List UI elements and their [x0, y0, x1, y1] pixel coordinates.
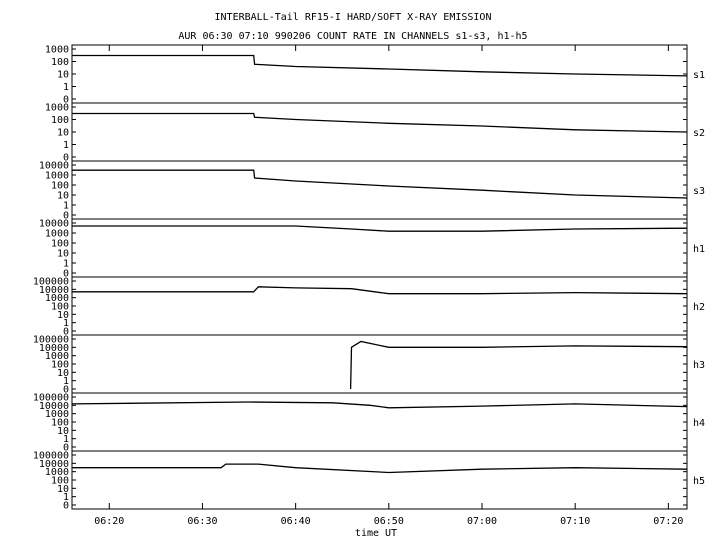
- x-tick-label: 06:40: [281, 516, 311, 527]
- channel-label-h4: h4: [693, 418, 705, 429]
- panel-frame-h2: [71, 276, 688, 336]
- panels-group: 10001001010s110001001010s210000100010010…: [33, 44, 705, 512]
- y-tick-label-h4: 100000: [33, 393, 69, 404]
- y-tick-label-s2: 100: [51, 115, 69, 126]
- y-tick-label-h4: 100: [51, 418, 69, 429]
- y-tick-label-h1: 10: [57, 249, 69, 260]
- y-tick-label-h5: 0: [63, 501, 69, 512]
- y-tick-label-s2: 1000: [45, 103, 69, 114]
- y-tick-label-h4: 1: [63, 434, 69, 445]
- y-tick-label-h2: 10: [57, 310, 69, 321]
- x-tick-label: 06:20: [94, 516, 124, 527]
- x-axis-label: time UT: [355, 528, 397, 539]
- x-tick-label: 06:50: [374, 516, 404, 527]
- y-tick-label-h1: 100: [51, 239, 69, 250]
- y-tick-label-h1: 1: [63, 259, 69, 270]
- series-line-s2: [72, 112, 688, 133]
- y-tick-label-s1: 100: [51, 57, 69, 68]
- channel-label-s3: s3: [693, 186, 705, 197]
- y-tick-label-h4: 10: [57, 426, 69, 437]
- y-tick-label-h2: 100000: [33, 277, 69, 288]
- channel-label-h5: h5: [693, 476, 705, 487]
- y-tick-label-h5: 10: [57, 484, 69, 495]
- y-tick-label-h4: 1000: [45, 409, 69, 420]
- y-tick-label-h5: 10000: [39, 459, 69, 470]
- series-line-s1: [72, 54, 688, 77]
- y-tick-label-h3: 0: [63, 385, 69, 396]
- y-tick-label-h1: 1000: [45, 229, 69, 240]
- y-tick-label-s3: 1000: [45, 171, 69, 182]
- y-tick-label-s3: 1: [63, 201, 69, 212]
- series-line-h3: [349, 340, 688, 390]
- y-tick-label-s2: 1: [63, 140, 69, 151]
- y-tick-label-s1: 1000: [45, 45, 69, 56]
- channel-label-s2: s2: [693, 128, 705, 139]
- y-tick-label-h4: 0: [63, 443, 69, 454]
- y-tick-label-h2: 100: [51, 302, 69, 313]
- x-tick-label: 07:20: [653, 516, 683, 527]
- y-tick-label-s3: 0: [63, 211, 69, 222]
- chart-subtitle: AUR 06:30 07:10 990206 COUNT RATE IN CHA…: [178, 31, 527, 42]
- y-tick-label-s2: 10: [57, 128, 69, 139]
- y-tick-label-h5: 1000: [45, 467, 69, 478]
- y-tick-label-s3: 100: [51, 181, 69, 192]
- y-tick-label-s3: 10: [57, 191, 69, 202]
- series-line-h2: [72, 286, 688, 295]
- y-tick-label-h3: 10000: [39, 343, 69, 354]
- y-tick-label-h3: 100: [51, 360, 69, 371]
- y-tick-label-s1: 1: [63, 82, 69, 93]
- series-line-h5: [72, 463, 688, 474]
- series-line-h4: [71, 401, 688, 409]
- y-tick-label-h2: 0: [63, 327, 69, 338]
- y-tick-label-h5: 100000: [33, 451, 69, 462]
- panel-frame-h4: [71, 392, 688, 452]
- y-tick-label-h3: 100000: [33, 335, 69, 346]
- time-axis: 06:20 06:30 06:40 06:50 07:00 07:10 07:20: [94, 45, 683, 527]
- y-tick-label-h3: 1: [63, 376, 69, 387]
- y-tick-label-h1: 0: [63, 269, 69, 280]
- channel-label-h2: h2: [693, 302, 705, 313]
- y-tick-label-s1: 10: [57, 70, 69, 81]
- y-tick-label-s1: 0: [63, 95, 69, 106]
- x-tick-label: 07:00: [467, 516, 497, 527]
- channel-label-s1: s1: [693, 70, 705, 81]
- x-tick-label: 07:10: [560, 516, 590, 527]
- panel-frame-h1: [71, 218, 688, 278]
- chart-title: INTERBALL-Tail RF15-I HARD/SOFT X-RAY EM…: [215, 12, 492, 23]
- panel-frame-s2: [71, 102, 688, 162]
- y-tick-label-h1: 10000: [39, 219, 69, 230]
- channel-label-h1: h1: [693, 244, 705, 255]
- y-tick-label-h5: 100: [51, 476, 69, 487]
- y-tick-label-h3: 1000: [45, 351, 69, 362]
- y-tick-label-h2: 10000: [39, 285, 69, 296]
- y-tick-label-h5: 1: [63, 492, 69, 503]
- y-tick-label-s3: 10000: [39, 161, 69, 172]
- channel-label-h3: h3: [693, 360, 705, 371]
- y-tick-label-h4: 10000: [39, 401, 69, 412]
- panel-frame-h5: [71, 450, 688, 510]
- panel-frame-h3: [71, 334, 688, 394]
- x-tick-label: 06:30: [187, 516, 217, 527]
- y-tick-label-s2: 0: [63, 153, 69, 164]
- y-tick-label-h2: 1000: [45, 293, 69, 304]
- series-line-s3: [72, 169, 688, 199]
- series-line-h1: [72, 225, 688, 232]
- y-tick-label-h3: 10: [57, 368, 69, 379]
- y-tick-label-h2: 1: [63, 318, 69, 329]
